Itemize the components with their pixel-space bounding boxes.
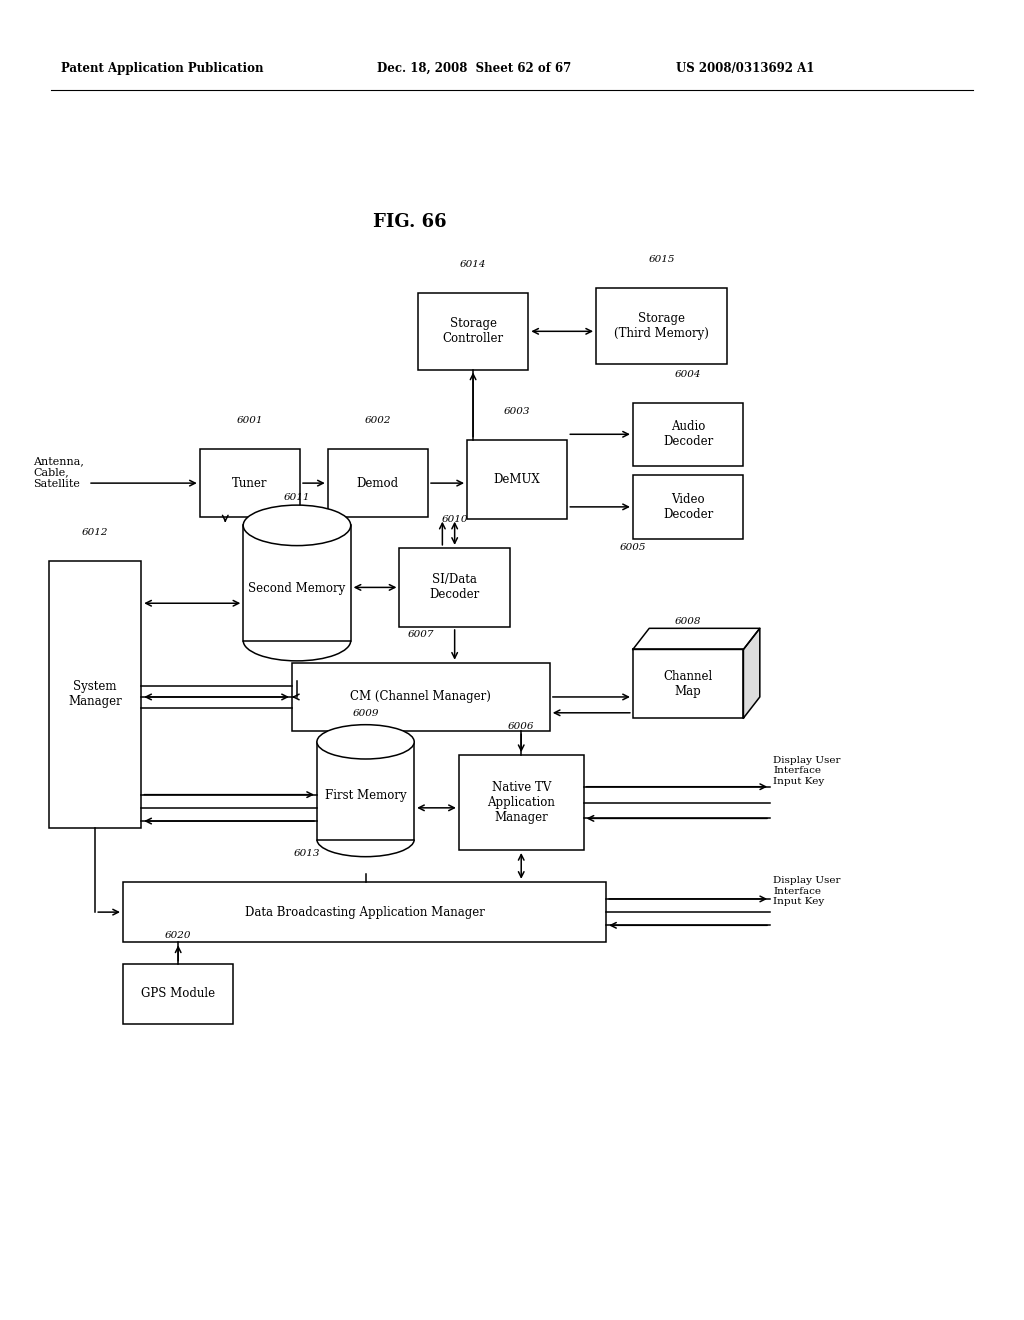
Text: 6008: 6008 — [675, 616, 701, 626]
Text: 6013: 6013 — [294, 849, 321, 858]
Text: US 2008/0313692 A1: US 2008/0313692 A1 — [676, 62, 814, 75]
Bar — [633, 403, 743, 466]
Text: Display User
Interface
Input Key: Display User Interface Input Key — [773, 876, 841, 906]
Polygon shape — [633, 628, 760, 649]
Bar — [596, 288, 727, 364]
Text: 6009: 6009 — [352, 709, 379, 718]
Bar — [633, 649, 743, 718]
Ellipse shape — [244, 506, 350, 545]
Bar — [292, 663, 550, 731]
Bar — [123, 882, 606, 942]
Text: 6011: 6011 — [284, 492, 310, 502]
Text: 6003: 6003 — [504, 407, 530, 416]
Text: System
Manager: System Manager — [69, 680, 122, 709]
Text: CM (Channel Manager): CM (Channel Manager) — [350, 690, 492, 704]
Bar — [328, 449, 428, 517]
Text: Channel
Map: Channel Map — [664, 669, 713, 698]
Text: 6010: 6010 — [441, 515, 468, 524]
Text: 6001: 6001 — [237, 416, 263, 425]
Polygon shape — [743, 628, 760, 718]
Bar — [467, 440, 567, 519]
Text: Tuner: Tuner — [232, 477, 267, 490]
Text: SI/Data
Decoder: SI/Data Decoder — [429, 573, 480, 602]
Text: Patent Application Publication: Patent Application Publication — [61, 62, 264, 75]
Text: Native TV
Application
Manager: Native TV Application Manager — [487, 781, 555, 824]
Text: GPS Module: GPS Module — [141, 987, 215, 1001]
Text: DeMUX: DeMUX — [494, 473, 541, 486]
Text: Second Memory: Second Memory — [249, 582, 345, 595]
Text: 6006: 6006 — [508, 722, 535, 731]
Bar — [49, 561, 141, 828]
Text: 6007: 6007 — [408, 630, 434, 639]
Text: Audio
Decoder: Audio Decoder — [663, 420, 714, 449]
Bar — [200, 449, 300, 517]
Bar — [244, 525, 350, 640]
Text: 6005: 6005 — [620, 543, 646, 552]
Text: 6004: 6004 — [675, 370, 701, 379]
Text: 6015: 6015 — [648, 255, 675, 264]
Bar — [317, 742, 414, 840]
Text: First Memory: First Memory — [325, 789, 407, 803]
Ellipse shape — [317, 725, 414, 759]
Text: Display User
Interface
Input Key: Display User Interface Input Key — [773, 756, 841, 785]
Bar — [418, 293, 528, 370]
Text: 6014: 6014 — [460, 260, 486, 269]
Text: Data Broadcasting Application Manager: Data Broadcasting Application Manager — [245, 906, 484, 919]
Text: 6020: 6020 — [165, 931, 191, 940]
Bar — [399, 548, 510, 627]
Text: FIG. 66: FIG. 66 — [373, 213, 446, 231]
Text: Dec. 18, 2008  Sheet 62 of 67: Dec. 18, 2008 Sheet 62 of 67 — [377, 62, 571, 75]
Text: Demod: Demod — [356, 477, 399, 490]
Text: Antenna,
Cable,
Satellite: Antenna, Cable, Satellite — [33, 455, 84, 490]
Bar — [633, 475, 743, 539]
Bar — [459, 755, 584, 850]
Bar — [123, 964, 233, 1024]
Text: 6012: 6012 — [82, 528, 109, 537]
Text: Storage
(Third Memory): Storage (Third Memory) — [614, 312, 709, 341]
Text: 6002: 6002 — [365, 416, 391, 425]
Text: Storage
Controller: Storage Controller — [442, 317, 504, 346]
Text: Video
Decoder: Video Decoder — [663, 492, 714, 521]
